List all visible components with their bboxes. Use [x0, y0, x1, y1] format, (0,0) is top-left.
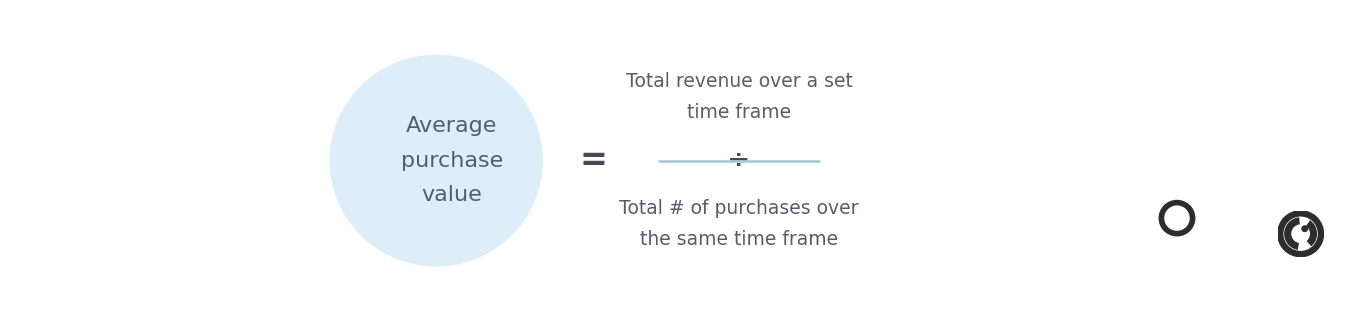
Ellipse shape: [330, 55, 542, 266]
Wedge shape: [1301, 219, 1317, 248]
Ellipse shape: [1159, 201, 1195, 236]
Wedge shape: [1284, 217, 1301, 250]
Text: ÷: ÷: [727, 147, 750, 175]
Circle shape: [1293, 225, 1309, 242]
Circle shape: [1278, 211, 1324, 257]
Text: Average
purchase
value: Average purchase value: [400, 116, 503, 205]
Wedge shape: [1301, 218, 1310, 234]
Text: =: =: [580, 144, 607, 177]
Text: Total # of purchases over
the same time frame: Total # of purchases over the same time …: [619, 199, 859, 249]
Circle shape: [1284, 217, 1317, 250]
Circle shape: [1302, 226, 1307, 232]
Ellipse shape: [1165, 206, 1188, 230]
Text: Total revenue over a set
time frame: Total revenue over a set time frame: [626, 72, 853, 122]
Wedge shape: [1301, 234, 1311, 249]
